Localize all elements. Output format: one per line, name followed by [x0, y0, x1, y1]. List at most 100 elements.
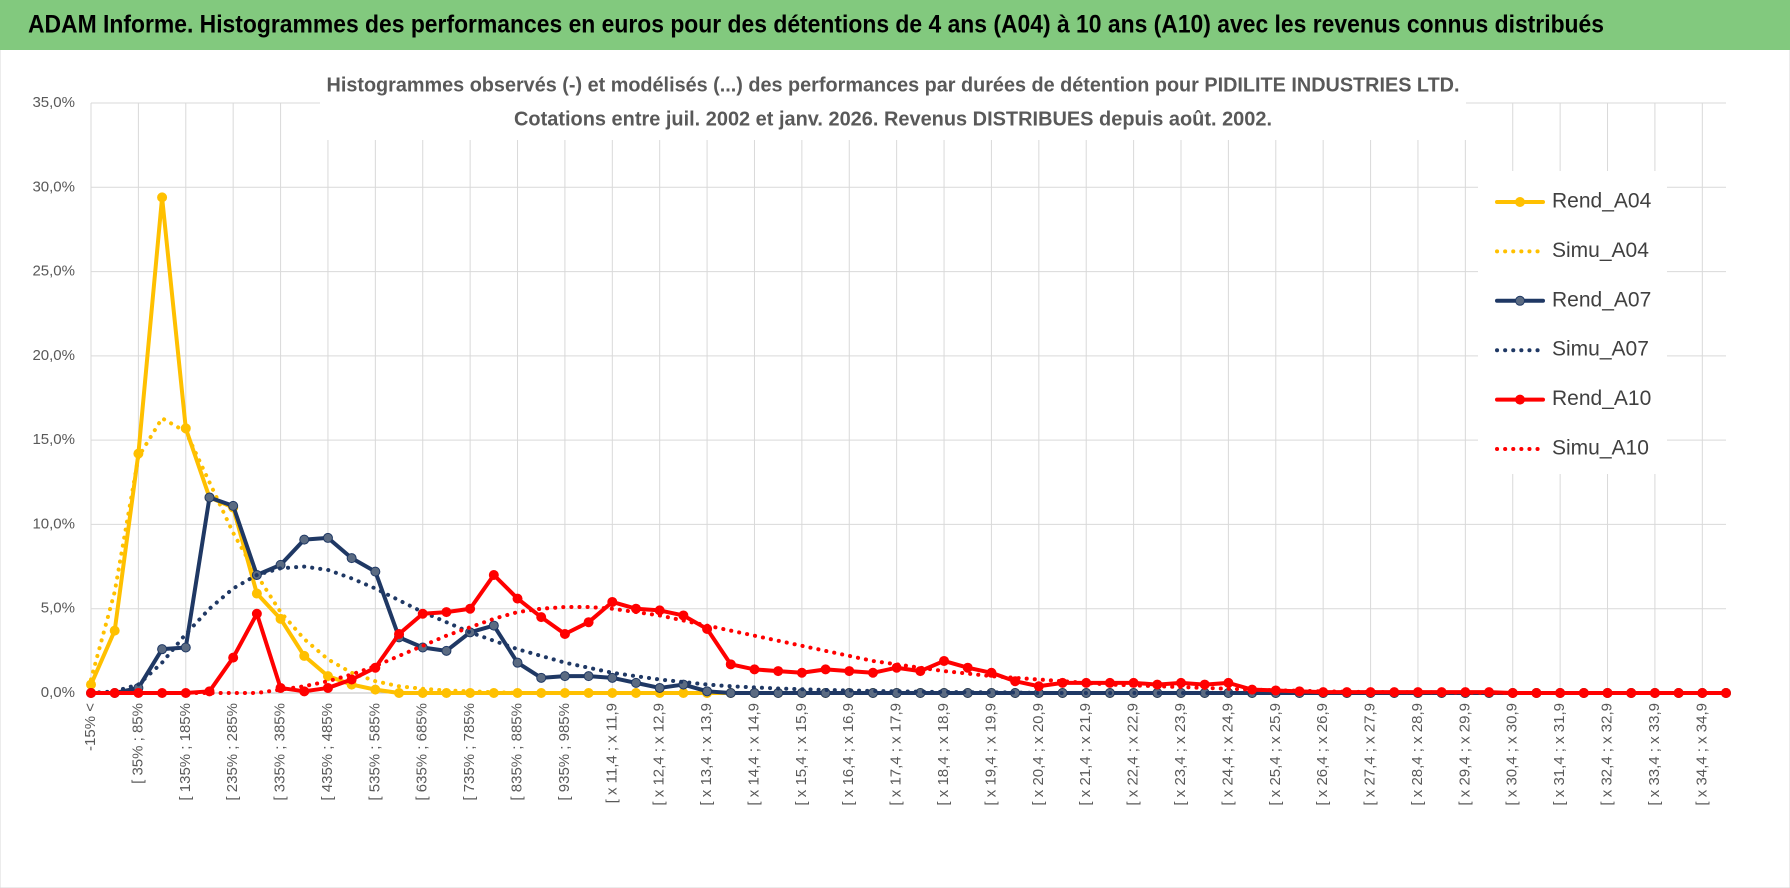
y-tick-label: 0,0% [41, 684, 75, 701]
data-point [749, 688, 760, 698]
data-point [773, 666, 784, 677]
data-point [299, 650, 310, 661]
data-point [654, 682, 665, 693]
x-tick-label: [ 835% ; 885% [508, 703, 525, 801]
data-point [157, 644, 168, 655]
data-point [512, 657, 523, 668]
data-point [512, 593, 523, 604]
data-point [536, 672, 547, 683]
data-point [962, 662, 973, 673]
data-point [441, 645, 452, 656]
x-tick-label: -15% < [82, 703, 99, 751]
data-point [346, 674, 357, 685]
x-tick-label: [ x 22,4 ; x 22,9 [1125, 703, 1142, 806]
data-point [749, 664, 760, 675]
data-point [939, 655, 950, 666]
x-tick-label: [ x 18,4 ; x 18,9 [935, 703, 952, 806]
legend-marker [1515, 197, 1525, 207]
x-tick-label: [ 335% ; 385% [272, 703, 289, 801]
header-title: ADAM Informe. Histogrammes des performan… [28, 11, 1604, 39]
x-tick-label: [ x 11,4 ; x 11,9 [603, 703, 620, 803]
data-point [465, 603, 476, 614]
x-tick-label: [ x 34,4 ; x 34,9 [1693, 703, 1710, 806]
series-line [89, 564, 1728, 695]
data-point [251, 588, 262, 599]
data-point [417, 608, 428, 619]
chart-title: Histogrammes observés (-) et modélisés (… [327, 74, 1460, 96]
data-point [607, 596, 618, 607]
y-tick-label: 15,0% [32, 431, 75, 448]
data-point [322, 671, 333, 682]
data-point [607, 672, 618, 683]
x-tick-label: [ 735% ; 785% [461, 703, 478, 801]
data-point [394, 688, 405, 698]
x-tick-label: [ x 13,4 ; x 13,9 [698, 703, 715, 806]
data-point [251, 608, 262, 619]
data-point [725, 659, 736, 670]
data-point [583, 671, 594, 682]
data-point [867, 667, 878, 678]
x-tick-label: [ x 28,4 ; x 28,9 [1409, 703, 1426, 806]
x-tick-label: [ x 21,4 ; x 21,9 [1077, 703, 1094, 806]
data-point [157, 192, 168, 203]
x-tick-label: [ x 30,4 ; x 30,9 [1504, 703, 1521, 806]
y-tick-label: 25,0% [32, 263, 75, 280]
x-tick-label: [ 435% ; 485% [319, 703, 336, 801]
data-point [844, 666, 855, 677]
data-point [1223, 677, 1234, 688]
x-tick-label: [ 635% ; 685% [414, 703, 431, 801]
data-point [370, 566, 381, 577]
x-tick-label: [ x 16,4 ; x 16,9 [840, 703, 857, 806]
data-point [394, 629, 405, 639]
data-point [536, 612, 547, 623]
data-point [702, 686, 713, 697]
y-tick-label: 5,0% [41, 600, 75, 617]
data-point [204, 492, 215, 503]
data-point [299, 686, 310, 697]
x-tick-label: [ x 26,4 ; x 26,9 [1314, 703, 1331, 806]
x-tick-label: [ x 31,4 ; x 31,9 [1551, 703, 1568, 806]
y-tick-label: 30,0% [32, 178, 75, 195]
legend-label: Simu_A07 [1552, 338, 1649, 361]
legend-label: Simu_A10 [1552, 437, 1649, 460]
x-tick-label: [ 35% ; 85% [129, 703, 146, 784]
data-point [322, 682, 333, 693]
chart-subtitle: Cotations entre juil. 2002 et janv. 2026… [514, 108, 1272, 130]
data-point [322, 532, 333, 543]
x-tick-label: [ x 33,4 ; x 33,9 [1646, 703, 1663, 806]
legend-label: Rend_A10 [1552, 387, 1651, 410]
data-point [370, 684, 381, 695]
x-tick-label: [ x 20,4 ; x 20,9 [1030, 703, 1047, 806]
x-tick-label: [ x 19,4 ; x 19,9 [982, 703, 999, 806]
title-background [320, 68, 1466, 140]
data-point [109, 625, 120, 636]
x-tick-label: [ x 32,4 ; x 32,9 [1598, 703, 1615, 806]
plot [86, 192, 1731, 698]
x-tick-label: [ x 25,4 ; x 25,9 [1267, 703, 1284, 806]
data-point [465, 688, 476, 698]
legend-background [1478, 171, 1667, 474]
series-line [89, 573, 1728, 695]
x-tick-label: [ 135% ; 185% [177, 703, 194, 801]
data-point [796, 667, 807, 678]
data-point [559, 629, 570, 639]
legend-label: Simu_A04 [1552, 239, 1649, 262]
x-tick-label: [ x 15,4 ; x 15,9 [793, 703, 810, 806]
y-tick-label: 10,0% [32, 515, 75, 532]
header-bar [0, 0, 1790, 50]
x-tick-label: [ x 24,4 ; x 24,9 [1219, 703, 1236, 806]
data-point [441, 607, 452, 618]
x-tick-label: [ x 29,4 ; x 29,9 [1456, 703, 1473, 806]
data-point [1033, 681, 1044, 692]
x-tick-label: [ x 27,4 ; x 27,9 [1362, 703, 1379, 806]
data-point [228, 652, 239, 663]
data-point [583, 617, 594, 628]
data-point [488, 620, 499, 631]
y-tick-label: 20,0% [32, 347, 75, 364]
data-point [180, 642, 191, 653]
data-point [631, 677, 641, 688]
x-tick-label: [ 535% ; 585% [366, 703, 383, 801]
legend-marker [1515, 394, 1525, 405]
